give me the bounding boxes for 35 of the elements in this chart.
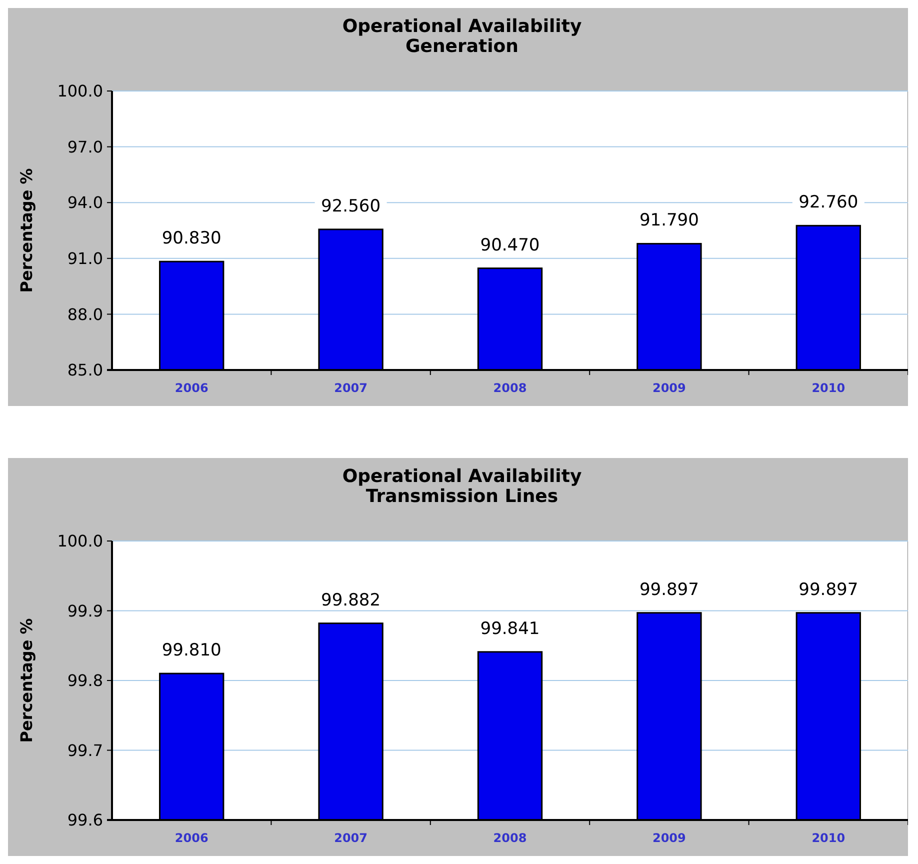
y-tick-label: 94.0	[67, 193, 103, 212]
data-label: 99.882	[321, 590, 381, 610]
x-tick-label: 2006	[174, 381, 208, 395]
y-tick-label: 99.9	[67, 601, 103, 620]
y-axis-title: Percentage %	[17, 618, 36, 743]
y-axis-title: Percentage %	[17, 168, 36, 293]
y-tick-label: 88.0	[67, 304, 103, 324]
data-label: 99.841	[480, 618, 540, 639]
y-tick-label: 100.0	[57, 82, 103, 101]
y-tick-label: 99.8	[67, 671, 103, 690]
x-tick-label: 2006	[174, 831, 208, 845]
chart-title: Operational Availability Transmission Lines	[342, 466, 582, 507]
x-tick-label: 2010	[812, 831, 846, 845]
data-label: 92.760	[798, 192, 858, 213]
x-tick-label: 2010	[812, 381, 846, 395]
data-label: 91.790	[639, 210, 699, 231]
data-label: 99.897	[639, 580, 699, 600]
y-tick-label: 99.6	[67, 810, 103, 830]
y-tick-label: 97.0	[67, 137, 103, 156]
y-tick-label: 85.0	[67, 360, 103, 380]
x-tick-label: 2008	[493, 831, 527, 845]
x-tick-label: 2009	[652, 381, 686, 395]
data-label: 99.897	[798, 580, 858, 600]
y-tick-label: 100.0	[57, 532, 103, 551]
data-label: 99.810	[162, 640, 222, 661]
x-tick-label: 2008	[493, 381, 527, 395]
data-label: 90.830	[162, 228, 222, 249]
data-label: 92.560	[321, 196, 381, 216]
x-tick-label: 2007	[334, 831, 368, 845]
chart-title: Operational Availability Generation	[342, 16, 582, 57]
data-label: 90.470	[480, 235, 540, 256]
x-tick-label: 2009	[652, 831, 686, 845]
y-tick-label: 91.0	[67, 249, 103, 268]
y-tick-label: 99.7	[67, 740, 103, 760]
x-tick-label: 2007	[334, 381, 368, 395]
